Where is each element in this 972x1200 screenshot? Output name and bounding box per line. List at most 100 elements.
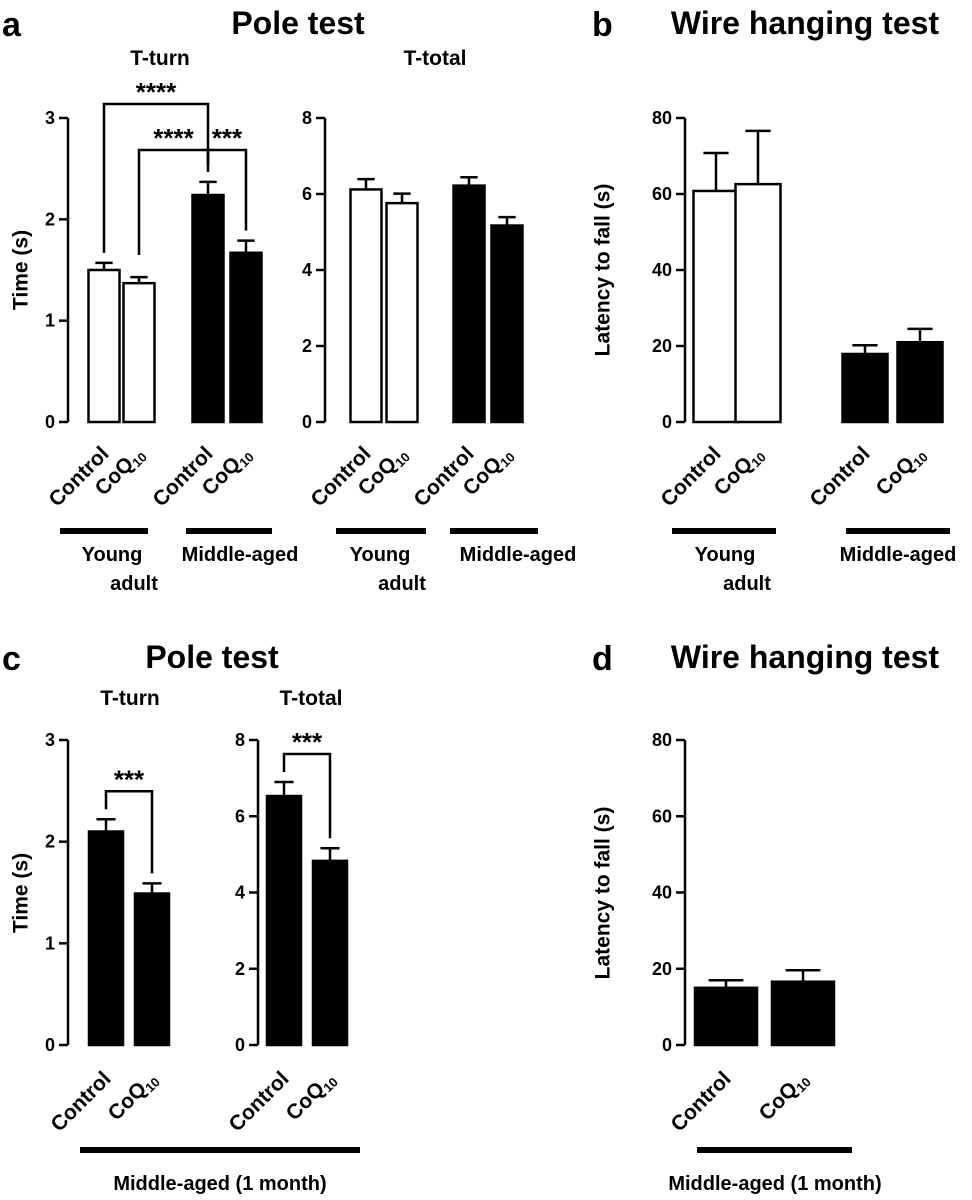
y-tick-label: 60 xyxy=(652,184,672,204)
significance-stars: *** xyxy=(292,727,323,757)
bar xyxy=(841,352,889,424)
y-tick-label: 3 xyxy=(45,730,55,750)
bar xyxy=(490,224,524,424)
panel-b-letter: b xyxy=(592,6,613,44)
bar xyxy=(229,251,263,424)
category-label: Control xyxy=(656,442,725,511)
chart-title: T-turn xyxy=(100,687,159,710)
y-tick-label: 80 xyxy=(652,108,672,128)
y-tick-label: 0 xyxy=(45,1035,55,1055)
significance-bracket xyxy=(104,790,154,874)
group-label: adult xyxy=(378,573,426,595)
chart-title: T-total xyxy=(280,687,343,710)
y-axis-label: Time (s) xyxy=(10,853,33,933)
category-label: CoQ10 xyxy=(755,1067,814,1126)
bar xyxy=(87,268,121,424)
y-tick-label: 0 xyxy=(235,1035,245,1055)
group-label: adult xyxy=(110,573,158,595)
category-label: CoQ10 xyxy=(710,442,769,501)
category-label: CoQ10 xyxy=(282,1067,341,1126)
y-tick-label: 6 xyxy=(302,184,312,204)
panel-a-title: Pole test xyxy=(231,5,365,41)
y-tick-label: 4 xyxy=(302,260,312,280)
category-label: Control xyxy=(224,1067,293,1136)
bar xyxy=(385,201,419,424)
group-label: Middle-aged xyxy=(182,544,299,566)
y-tick-label: 20 xyxy=(652,959,672,979)
group-label: Young xyxy=(82,544,143,566)
chart-d: 0 20 40 60 80 Latency to fall (s) Control CoQ10 xyxy=(592,730,836,1136)
y-tick-label: 0 xyxy=(662,1035,672,1055)
significance-stars: **** xyxy=(136,77,177,107)
bar xyxy=(734,182,782,424)
chart-title: T-total xyxy=(404,47,467,70)
bar xyxy=(191,193,225,424)
bar xyxy=(349,188,383,424)
bar xyxy=(452,184,486,424)
bar xyxy=(133,892,171,1047)
y-tick-label: 1 xyxy=(45,933,55,953)
bar xyxy=(770,980,836,1047)
chart-title: T-turn xyxy=(130,47,189,70)
panel-a-letter: a xyxy=(2,6,22,44)
chart-a-total: T-total02468ControlCoQ10ControlCoQ10Youn… xyxy=(302,47,576,595)
y-tick-label: 2 xyxy=(45,209,55,229)
group-label: Middle-aged xyxy=(840,544,957,566)
significance-stars: *** xyxy=(212,123,243,153)
shared-group-label: Middle-aged (1 month) xyxy=(668,1173,881,1195)
category-label: CoQ10 xyxy=(872,442,931,501)
group-label: Young xyxy=(350,544,411,566)
bar xyxy=(693,986,759,1047)
shared-group-label: Middle-aged (1 month) xyxy=(113,1173,326,1195)
y-tick-label: 1 xyxy=(45,311,55,331)
category-label: CoQ10 xyxy=(104,1067,163,1126)
y-tick-label: 40 xyxy=(652,883,672,903)
significance-bracket xyxy=(282,752,332,839)
y-tick-label: 0 xyxy=(45,412,55,432)
significance-stars: **** xyxy=(153,123,194,153)
bar xyxy=(692,189,740,424)
category-label: Control xyxy=(666,1067,735,1136)
bar xyxy=(311,859,349,1047)
panel-d-title: Wire hanging test xyxy=(671,639,940,675)
y-tick-label: 80 xyxy=(652,730,672,750)
y-tick-label: 2 xyxy=(235,959,245,979)
category-label: Control xyxy=(46,1067,115,1136)
y-axis-label: Latency to fall (s) xyxy=(592,807,615,980)
y-tick-label: 20 xyxy=(652,336,672,356)
panel-b-title: Wire hanging test xyxy=(671,5,940,41)
panel-d-letter: d xyxy=(592,640,613,678)
group-label: Middle-aged xyxy=(460,544,577,566)
group-label: adult xyxy=(723,573,771,595)
y-tick-label: 2 xyxy=(302,336,312,356)
bar xyxy=(87,830,125,1047)
category-label: Control xyxy=(805,442,874,511)
y-tick-label: 2 xyxy=(45,832,55,852)
y-tick-label: 8 xyxy=(302,108,312,128)
y-tick-label: 8 xyxy=(235,730,245,750)
significance-stars: *** xyxy=(114,764,145,794)
bar xyxy=(265,794,303,1047)
significance-bracket xyxy=(206,148,248,231)
bar xyxy=(896,340,944,424)
y-tick-label: 60 xyxy=(652,806,672,826)
y-tick-label: 0 xyxy=(302,412,312,432)
panel-c-letter: c xyxy=(2,640,21,678)
y-tick-label: 6 xyxy=(235,806,245,826)
y-tick-label: 0 xyxy=(662,412,672,432)
y-tick-label: 3 xyxy=(45,108,55,128)
significance-bracket xyxy=(102,102,210,253)
group-label: Young xyxy=(695,544,756,566)
y-tick-label: 4 xyxy=(235,883,245,903)
bar xyxy=(122,281,156,424)
y-tick-label: 40 xyxy=(652,260,672,280)
y-axis-label: Time (s) xyxy=(10,230,33,310)
y-axis-label: Latency to fall (s) xyxy=(592,184,615,357)
panel-c-title: Pole test xyxy=(145,639,279,675)
